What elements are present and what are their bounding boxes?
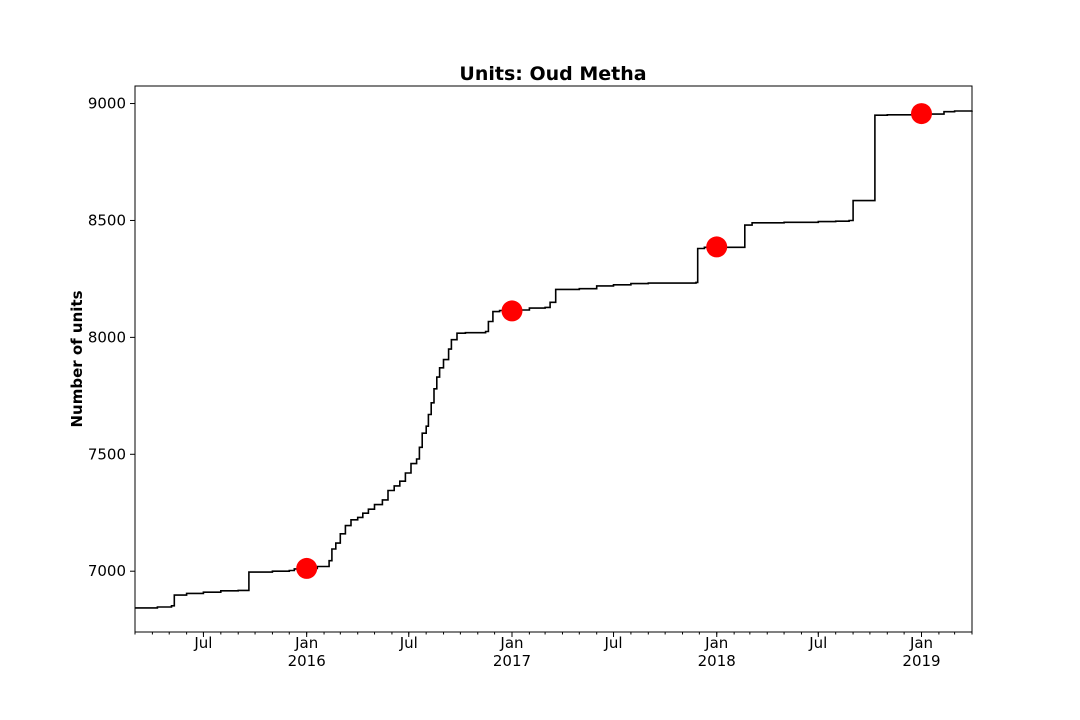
x-tick-label: Jan <box>499 634 523 652</box>
plot-frame <box>134 85 973 633</box>
x-tick-label: Jul <box>399 634 418 652</box>
data-point <box>501 300 523 322</box>
x-tick-label: Jul <box>193 634 212 652</box>
data-point <box>296 557 318 579</box>
marker-layer <box>296 103 932 579</box>
data-point <box>911 103 932 125</box>
y-tick-label: 7500 <box>88 445 126 463</box>
x-tick-label: Jul <box>603 634 622 652</box>
x-tick-year-label: 2016 <box>288 652 326 670</box>
chart-title: Units: Oud Metha <box>459 63 646 85</box>
y-axis-label: Number of units <box>68 290 86 427</box>
y-tick-label: 8000 <box>88 328 126 346</box>
y-tick-label: 9000 <box>88 95 126 113</box>
plot-background <box>135 86 972 632</box>
data-point <box>706 236 728 258</box>
x-tick-label: Jan <box>704 634 728 652</box>
x-tick-year-label: 2019 <box>902 652 940 670</box>
y-tick-label: 8500 <box>88 211 126 229</box>
x-tick-label: Jul <box>808 634 827 652</box>
y-axis: 7000 7500 8000 8500 9000 <box>88 95 135 580</box>
x-tick-year-label: 2018 <box>698 652 736 670</box>
y-tick-label: 7000 <box>88 562 126 580</box>
x-tick-label: Jan <box>294 634 318 652</box>
x-tick-label: Jan <box>909 634 933 652</box>
x-tick-year-label: 2017 <box>493 652 531 670</box>
